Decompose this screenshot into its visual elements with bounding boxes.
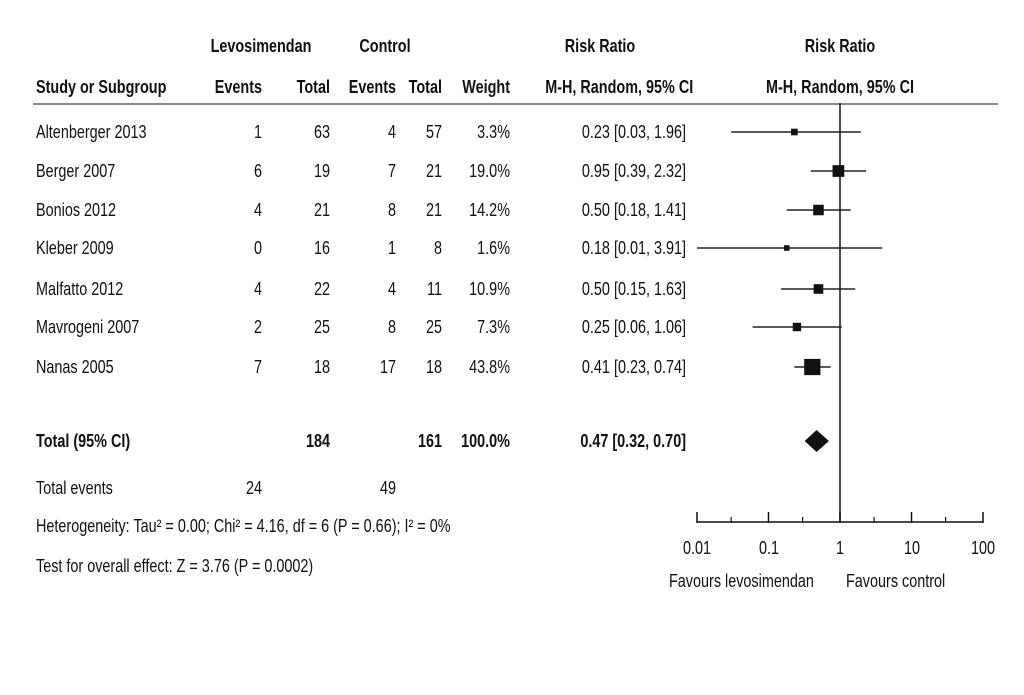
- total-control: 18: [425, 357, 442, 377]
- total-control: 21: [425, 161, 442, 181]
- total-treatment: 184: [305, 431, 330, 451]
- total-treatment: 16: [313, 238, 330, 258]
- weight: 10.9%: [469, 279, 510, 299]
- study-name: Mavrogeni 2007: [36, 317, 140, 337]
- overall-effect-text: Test for overall effect: Z = 3.76 (P = 0…: [36, 556, 314, 576]
- events-treatment: 4: [253, 200, 262, 220]
- ci-text: 0.41 [0.23, 0.74]: [581, 357, 686, 377]
- events-treatment: 6: [253, 161, 262, 181]
- study-square: [792, 322, 802, 332]
- events-control: 8: [387, 317, 396, 337]
- summary-diamond: [804, 430, 829, 452]
- weight: 19.0%: [469, 161, 510, 181]
- ci-text: 0.18 [0.01, 3.91]: [581, 238, 686, 258]
- total-treatment: 21: [313, 200, 330, 220]
- study-square: [813, 284, 824, 294]
- total-treatment: 18: [313, 357, 330, 377]
- weight: 1.6%: [477, 238, 510, 258]
- total-events-label: Total events: [36, 478, 113, 498]
- events-treatment: 2: [253, 317, 262, 337]
- total-control: 21: [425, 200, 442, 220]
- total-events-treatment: 24: [245, 478, 262, 498]
- column-header-total-control: Total: [408, 77, 442, 97]
- events-control: 4: [387, 279, 396, 299]
- column-header-method-table: M-H, Random, 95% CI: [545, 77, 694, 97]
- ci-text: 0.25 [0.06, 1.06]: [581, 317, 686, 337]
- x-axis-tick-label: 100: [970, 538, 996, 558]
- study-square: [832, 165, 845, 177]
- weight: 7.3%: [477, 317, 510, 337]
- total-control: 25: [425, 317, 442, 337]
- events-treatment: 4: [253, 279, 262, 299]
- weight: 3.3%: [477, 122, 510, 142]
- header-divider: [33, 103, 998, 105]
- study-name: Berger 2007: [36, 161, 116, 181]
- ci-text: 0.50 [0.15, 1.63]: [581, 279, 686, 299]
- favours-right-label: Favours control: [846, 571, 946, 591]
- column-header-method-plot: M-H, Random, 95% CI: [765, 77, 915, 97]
- total-weight: 100.0%: [461, 431, 510, 451]
- total-treatment: 25: [313, 317, 330, 337]
- favours-left-label: Favours levosimendan: [669, 571, 814, 591]
- study-name: Nanas 2005: [36, 357, 114, 377]
- column-header-weight: Weight: [462, 77, 510, 97]
- x-axis-tick-label: 10: [903, 538, 920, 558]
- total-treatment: 63: [313, 122, 330, 142]
- study-name: Altenberger 2013: [36, 122, 147, 142]
- total-events-control: 49: [379, 478, 396, 498]
- group-header-control: Control: [359, 36, 411, 56]
- heterogeneity-text: Heterogeneity: Tau² = 0.00; Chi² = 4.16,…: [36, 516, 451, 536]
- events-control: 4: [387, 122, 396, 142]
- weight: 14.2%: [469, 200, 510, 220]
- events-control: 8: [387, 200, 396, 220]
- total-label: Total (95% CI): [36, 431, 131, 451]
- x-axis-tick-label: 1: [835, 538, 844, 558]
- column-header-events-treatment: Events: [214, 77, 262, 97]
- header-risk-ratio-table: Risk Ratio: [564, 36, 636, 56]
- study-square: [791, 128, 798, 136]
- column-header-total-treatment: Total: [296, 77, 330, 97]
- events-treatment: 0: [253, 238, 262, 258]
- total-ci-text: 0.47 [0.32, 0.70]: [580, 431, 686, 451]
- total-treatment: 22: [313, 279, 330, 299]
- study-name: Bonios 2012: [36, 200, 117, 220]
- total-control: 8: [433, 238, 442, 258]
- ci-text: 0.50 [0.18, 1.41]: [581, 200, 686, 220]
- column-header-study: Study or Subgroup: [36, 77, 167, 97]
- ci-text: 0.23 [0.03, 1.96]: [581, 122, 686, 142]
- total-control: 161: [417, 431, 442, 451]
- events-control: 17: [379, 357, 396, 377]
- column-header-events-control: Events: [348, 77, 396, 97]
- events-treatment: 7: [253, 357, 262, 377]
- group-header-levosimendan: Levosimendan: [210, 36, 312, 56]
- total-control: 11: [427, 279, 442, 299]
- total-treatment: 19: [313, 161, 330, 181]
- ci-text: 0.95 [0.39, 2.32]: [581, 161, 686, 181]
- events-treatment: 1: [253, 122, 262, 142]
- events-control: 1: [387, 238, 396, 258]
- total-control: 57: [425, 122, 442, 142]
- header-risk-ratio-plot: Risk Ratio: [804, 36, 876, 56]
- study-square: [804, 358, 821, 376]
- study-name: Kleber 2009: [36, 238, 114, 258]
- events-control: 7: [387, 161, 396, 181]
- study-square: [783, 245, 790, 251]
- study-square: [813, 204, 824, 216]
- study-name: Malfatto 2012: [36, 279, 124, 299]
- x-axis-tick-label: 0.01: [682, 538, 712, 558]
- x-axis-tick-label: 0.1: [758, 538, 779, 558]
- weight: 43.8%: [469, 357, 510, 377]
